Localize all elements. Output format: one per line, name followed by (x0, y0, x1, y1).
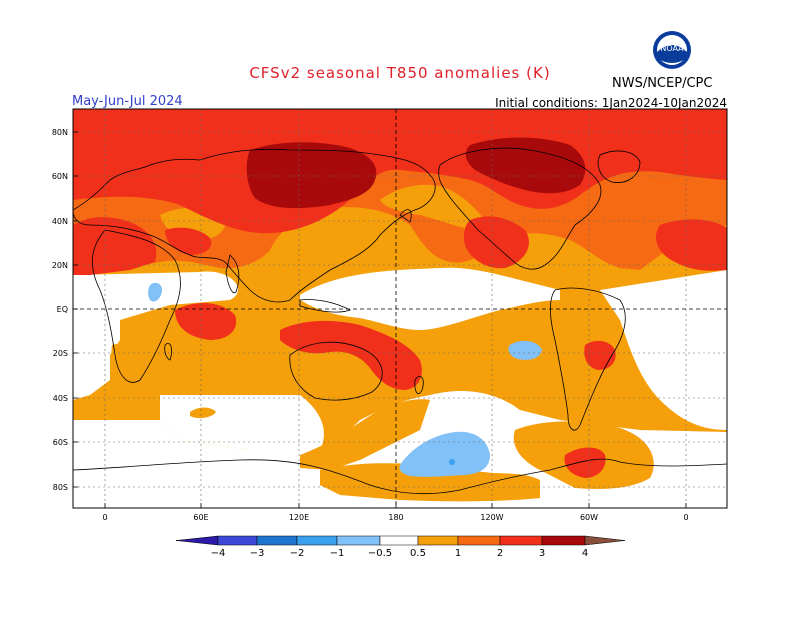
field-indian-blue (148, 282, 163, 302)
longitude-ticks: 0 60E 120E 180 120W 60W 0 (102, 503, 689, 522)
field-canada-darkred (465, 137, 586, 194)
lon-tick-label: 60E (193, 513, 208, 522)
colorbar-label: 2 (497, 548, 503, 559)
field-north-band-orange-gap (380, 184, 490, 232)
colorbar-label: −3 (250, 548, 265, 559)
coast-japan (399, 209, 412, 223)
field-tropics-white (73, 271, 239, 400)
forecast-period: May-Jun-Jul 2024 (72, 94, 183, 109)
colorbar-label: 0.5 (410, 548, 426, 559)
field-southern-orange-1 (300, 399, 430, 470)
agency-label: NWS/NCEP/CPC (612, 76, 713, 91)
colorbar-label: −0.5 (368, 548, 392, 559)
field-north-atlantic-red (655, 219, 727, 271)
lat-tick-label: 20S (53, 349, 68, 358)
lat-tick-label: 80S (53, 483, 68, 492)
coast-antarctica (73, 458, 727, 495)
field-africa-red (175, 303, 237, 340)
coast-greenland (597, 150, 641, 183)
lat-tick-label: EQ (57, 305, 68, 314)
coast-australia (289, 341, 383, 401)
colorbar-segment (541, 535, 586, 546)
field-australia-red (280, 320, 422, 390)
coast-india (225, 254, 240, 294)
field-north-cap (73, 109, 727, 234)
field-southern-africa-orange (111, 343, 155, 385)
colorbar-label: −1 (330, 548, 345, 559)
lon-tick-label: 120W (480, 513, 503, 522)
coast-madagascar (164, 343, 173, 361)
colorbar-segment (379, 535, 419, 546)
lat-tick-label: 60S (53, 438, 68, 447)
lon-tick-label: 0 (683, 513, 688, 522)
colorbar-segment (336, 535, 381, 546)
lon-tick-label: 60W (580, 513, 598, 522)
field-south-pacific-blue-center (449, 459, 455, 465)
lat-tick-label: 60N (52, 172, 68, 181)
field-siberia-darkred (246, 142, 377, 209)
latitude-ticks: 80N 60N 40N 20N EQ 20S 40S 60S 80S (52, 128, 78, 492)
field-west-africa-red (73, 217, 157, 275)
field-south-pacific-blue (399, 431, 490, 477)
lon-tick-label: 120E (289, 513, 309, 522)
chart-title: CFSv2 seasonal T850 anomalies (K) (249, 64, 551, 82)
coast-eurasia (73, 148, 436, 303)
map-gridlines (73, 109, 727, 508)
coast-south-america (550, 287, 626, 431)
map-fields (73, 109, 727, 508)
colorbar-label: −2 (290, 548, 305, 559)
lon-tick-label: 0 (102, 513, 107, 522)
colorbar-label: 3 (539, 548, 545, 559)
logo-text: NOAA (660, 44, 684, 53)
colorbar-right-arrow (584, 535, 626, 546)
coast-africa (91, 229, 181, 383)
colorbar-label: 1 (455, 548, 461, 559)
initial-conditions: Initial conditions: 1Jan2024-10Jan2024 (495, 96, 727, 110)
noaa-logo: NOAA (653, 31, 691, 69)
field-north-america-red (463, 216, 529, 269)
lat-tick-label: 80N (52, 128, 68, 137)
lat-tick-label: 40S (53, 394, 68, 403)
field-pacific-white (300, 267, 560, 330)
lat-tick-label: 20N (52, 261, 68, 270)
colorbar: −4 −3 −2 −1 −0.5 0.5 1 2 3 4 (175, 535, 626, 559)
coast-newzealand (414, 376, 424, 394)
colorbar-segment (417, 535, 459, 546)
colorbar-label: −4 (211, 548, 226, 559)
colorbar-segment (217, 535, 258, 546)
lon-tick-label: 180 (388, 513, 403, 522)
colorbar-segment (499, 535, 543, 546)
field-southeast-asia-red (165, 227, 212, 255)
lat-tick-label: 40N (52, 217, 68, 226)
colorbar-label: 4 (582, 548, 588, 559)
coastlines (73, 147, 727, 495)
field-atlantic-white (600, 270, 727, 430)
coast-north-america (438, 147, 602, 270)
map-frame (72, 108, 728, 509)
field-south-indian-orange (190, 407, 216, 419)
field-southern-orange-3 (320, 463, 540, 502)
field-east-pacific-blue (508, 340, 542, 360)
colorbar-segment (457, 535, 501, 546)
field-patagonia-red (564, 447, 606, 478)
colorbar-segment (256, 535, 298, 546)
colorbar-segment (296, 535, 338, 546)
colorbar-left-arrow (175, 535, 219, 546)
